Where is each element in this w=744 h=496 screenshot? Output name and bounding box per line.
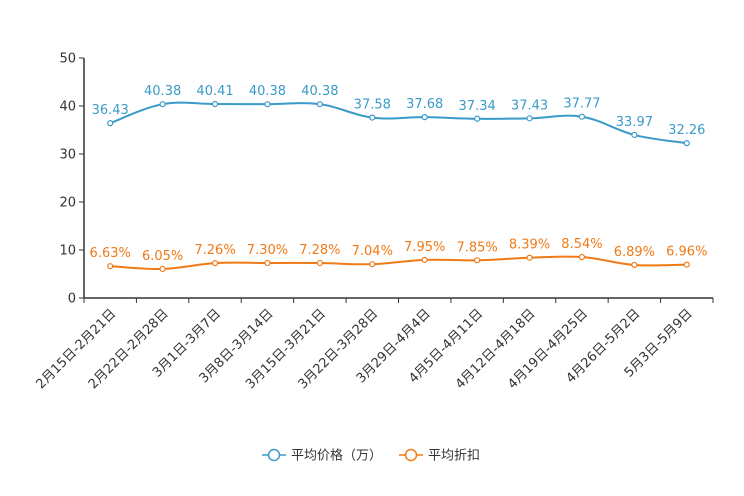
legend-marker-icon <box>404 448 418 462</box>
series-1: 6.63% 6.05% 7.26% 7.30% 7.28% 7.04% 7.95% 7.85%… <box>90 237 707 273</box>
data-label: 32.26 <box>668 123 705 138</box>
data-point <box>526 254 533 261</box>
series-layer: 36.43 40.38 40.41 40.38 40.38 37.58 37.68 37.34… <box>90 84 707 273</box>
data-point <box>526 115 533 122</box>
data-point <box>159 265 166 273</box>
y-tick-label: 0 <box>68 292 76 307</box>
data-point <box>578 253 586 261</box>
data-label: 6.89% <box>614 245 655 260</box>
legend-item-0: 平均价格（万） <box>262 448 382 464</box>
data-point <box>211 100 219 108</box>
data-point <box>316 259 323 267</box>
data-point <box>631 261 638 269</box>
y-tick-label: 50 <box>59 52 76 67</box>
y-tick-label: 30 <box>59 148 76 163</box>
data-point <box>421 114 428 121</box>
data-label: 6.96% <box>666 245 707 260</box>
data-point <box>107 263 114 270</box>
data-label: 40.41 <box>196 84 233 99</box>
data-label: 40.38 <box>144 84 181 99</box>
data-label: 40.38 <box>301 84 338 99</box>
legend: 平均价格（万） 平均折扣 <box>262 448 480 464</box>
data-point <box>631 131 638 139</box>
data-point <box>264 259 271 267</box>
data-point <box>683 261 690 268</box>
data-label: 7.30% <box>247 243 288 258</box>
data-label: 6.05% <box>142 249 183 264</box>
data-point <box>264 101 271 108</box>
y-tick-label: 20 <box>59 196 76 211</box>
data-point <box>369 114 376 121</box>
data-point <box>316 101 323 108</box>
data-label: 7.04% <box>352 244 393 259</box>
data-label: 7.85% <box>456 240 497 255</box>
data-point <box>578 113 586 120</box>
data-label: 37.58 <box>354 98 391 113</box>
legend-label: 平均折扣 <box>428 449 480 464</box>
data-label: 7.95% <box>404 240 445 255</box>
data-label: 37.68 <box>406 97 443 112</box>
data-point <box>474 115 481 122</box>
data-label: 6.63% <box>90 246 131 261</box>
series-0: 36.43 40.38 40.41 40.38 40.38 37.58 37.68 37.34… <box>92 84 705 147</box>
data-point <box>211 260 219 267</box>
data-label: 8.54% <box>561 237 602 252</box>
legend-label: 平均价格（万） <box>291 448 382 464</box>
data-point <box>107 120 114 127</box>
y-tick-label: 10 <box>59 244 76 259</box>
data-label: 8.39% <box>509 238 550 253</box>
data-label: 36.43 <box>92 103 129 118</box>
data-point <box>159 101 166 108</box>
data-label: 40.38 <box>249 84 286 99</box>
legend-marker-icon <box>267 448 281 462</box>
data-label: 33.97 <box>616 115 653 130</box>
data-label: 37.43 <box>511 98 548 113</box>
data-label: 7.26% <box>194 243 235 258</box>
data-point <box>474 257 481 264</box>
data-point <box>683 140 690 147</box>
y-tick-label: 40 <box>59 100 76 115</box>
series-line <box>109 101 687 145</box>
series-line <box>110 255 687 271</box>
legend-item-1: 平均折扣 <box>399 449 480 464</box>
data-label: 37.34 <box>459 99 496 114</box>
data-label: 37.77 <box>563 97 600 112</box>
data-label: 7.28% <box>299 243 340 258</box>
data-point <box>421 256 428 263</box>
data-point <box>369 261 376 268</box>
